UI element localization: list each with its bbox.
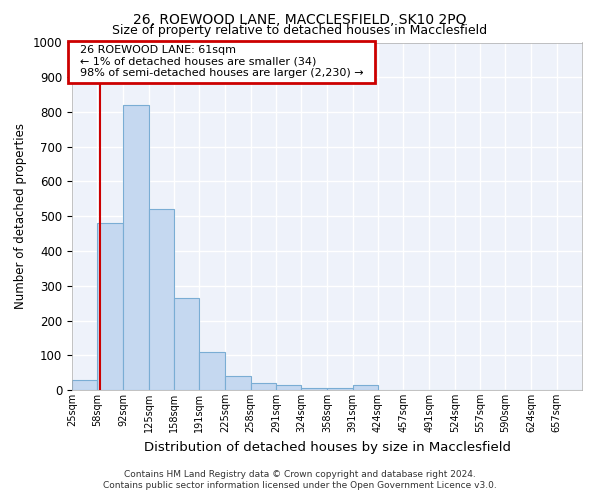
Text: 26, ROEWOOD LANE, MACCLESFIELD, SK10 2PQ: 26, ROEWOOD LANE, MACCLESFIELD, SK10 2PQ [133,12,467,26]
Text: Size of property relative to detached houses in Macclesfield: Size of property relative to detached ho… [112,24,488,37]
Bar [276,385,301,390]
Y-axis label: Number of detached properties: Number of detached properties [14,123,27,309]
Bar [251,383,276,390]
Bar [124,105,149,390]
Bar [353,385,378,390]
Bar [301,388,328,390]
Bar [149,210,174,390]
Bar [97,223,124,390]
Bar [328,388,353,390]
Bar [199,352,226,390]
X-axis label: Distribution of detached houses by size in Macclesfield: Distribution of detached houses by size … [143,440,511,454]
Bar [72,380,97,390]
Bar [226,376,251,390]
Bar [174,298,199,390]
Text: 26 ROEWOOD LANE: 61sqm  
  ← 1% of detached houses are smaller (34)  
  98% of s: 26 ROEWOOD LANE: 61sqm ← 1% of detached … [73,46,370,78]
Text: Contains HM Land Registry data © Crown copyright and database right 2024.
Contai: Contains HM Land Registry data © Crown c… [103,470,497,490]
